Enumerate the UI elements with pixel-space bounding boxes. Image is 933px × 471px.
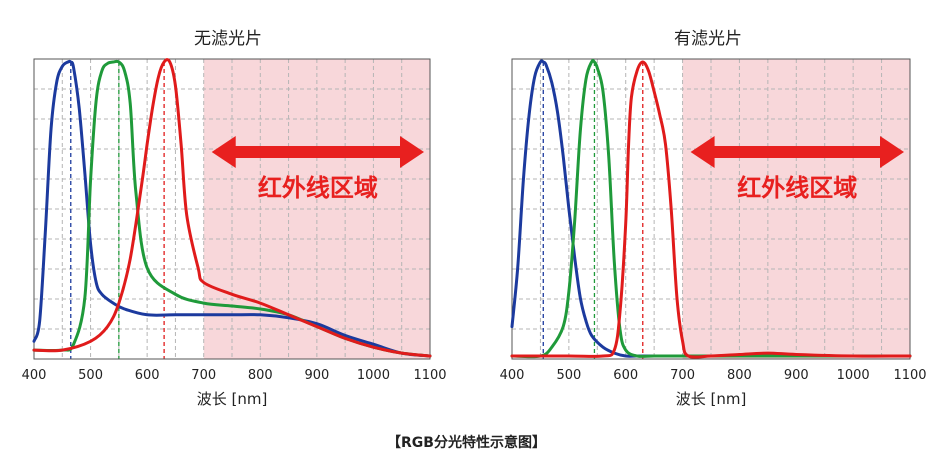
x-axis-label: 波长 [nm] [676, 390, 747, 408]
x-tick-label: 1000 [837, 368, 870, 383]
x-tick-label: 900 [304, 368, 329, 383]
x-tick-label: 800 [248, 368, 273, 383]
x-tick-label: 700 [670, 368, 695, 383]
x-tick-label: 600 [135, 368, 160, 383]
figure-caption: 【RGB分光特性示意图】 [387, 435, 546, 451]
x-tick-label: 400 [22, 368, 47, 383]
ir-double-arrow [211, 136, 424, 168]
x-axis-label: 波长 [nm] [197, 390, 268, 408]
plot-frame [33, 58, 431, 360]
ir-region-label: 红外线区域 [737, 174, 857, 202]
x-tick-label: 400 [500, 368, 525, 383]
ir-region-label: 红外线区域 [258, 174, 378, 202]
plot-frame [511, 58, 911, 360]
x-tick-label: 1000 [357, 368, 390, 383]
ir-double-arrow [690, 136, 904, 168]
x-tick-label: 500 [556, 368, 581, 383]
series-curve-3 [32, 58, 432, 358]
x-tick-label: 900 [784, 368, 809, 383]
chart-title: 有滤光片 [674, 29, 742, 49]
x-tick-label: 700 [191, 368, 216, 383]
x-tick-label: 600 [613, 368, 638, 383]
x-tick-label: 800 [727, 368, 752, 383]
x-tick-label: 1100 [893, 368, 926, 383]
x-tick-label: 500 [78, 368, 103, 383]
x-tick-label: 1100 [413, 368, 446, 383]
chart-title: 无滤光片 [194, 29, 262, 49]
series-curve-3 [510, 60, 912, 359]
